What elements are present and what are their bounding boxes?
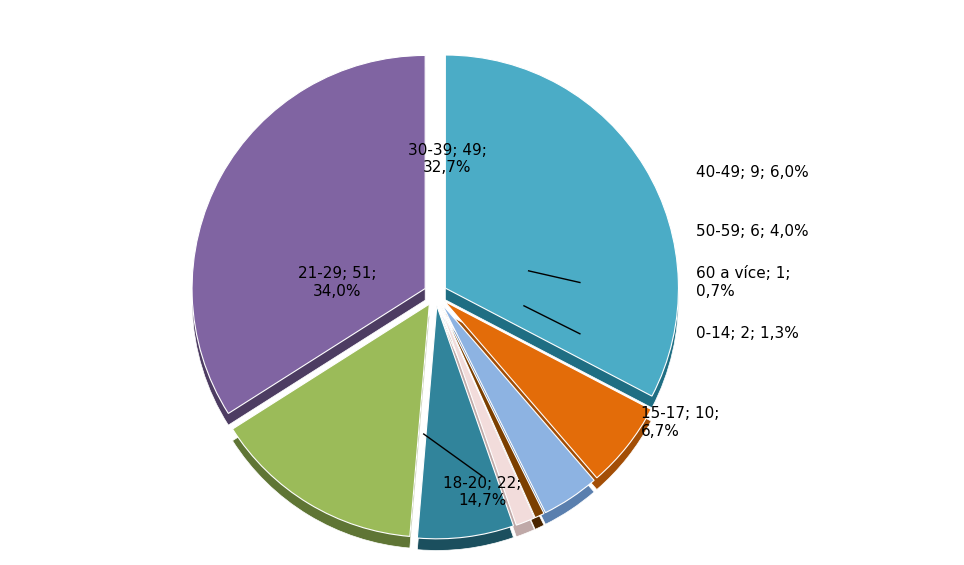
Wedge shape: [440, 305, 534, 525]
Wedge shape: [445, 55, 679, 396]
Wedge shape: [417, 318, 514, 550]
Text: 0-14; 2; 1,3%: 0-14; 2; 1,3%: [696, 326, 799, 341]
Text: 21-29; 51;
34,0%: 21-29; 51; 34,0%: [298, 266, 377, 299]
Text: 60 a více; 1;
0,7%: 60 a více; 1; 0,7%: [696, 266, 790, 299]
Text: 18-20; 22;
14,7%: 18-20; 22; 14,7%: [442, 476, 522, 508]
Wedge shape: [442, 304, 594, 512]
Wedge shape: [444, 313, 651, 489]
Text: 15-17; 10;
6,7%: 15-17; 10; 6,7%: [640, 406, 719, 438]
Wedge shape: [441, 316, 544, 529]
Wedge shape: [440, 316, 534, 537]
Wedge shape: [442, 315, 594, 524]
Wedge shape: [192, 55, 425, 414]
Wedge shape: [445, 67, 679, 408]
Wedge shape: [192, 67, 425, 425]
Text: 30-39; 49;
32,7%: 30-39; 49; 32,7%: [408, 143, 487, 175]
Text: 50-59; 6; 4,0%: 50-59; 6; 4,0%: [696, 224, 809, 239]
Wedge shape: [444, 301, 651, 478]
Wedge shape: [232, 316, 429, 548]
Wedge shape: [417, 306, 514, 539]
Wedge shape: [441, 305, 544, 518]
Text: 40-49; 9; 6,0%: 40-49; 9; 6,0%: [696, 166, 809, 180]
Wedge shape: [232, 304, 429, 536]
